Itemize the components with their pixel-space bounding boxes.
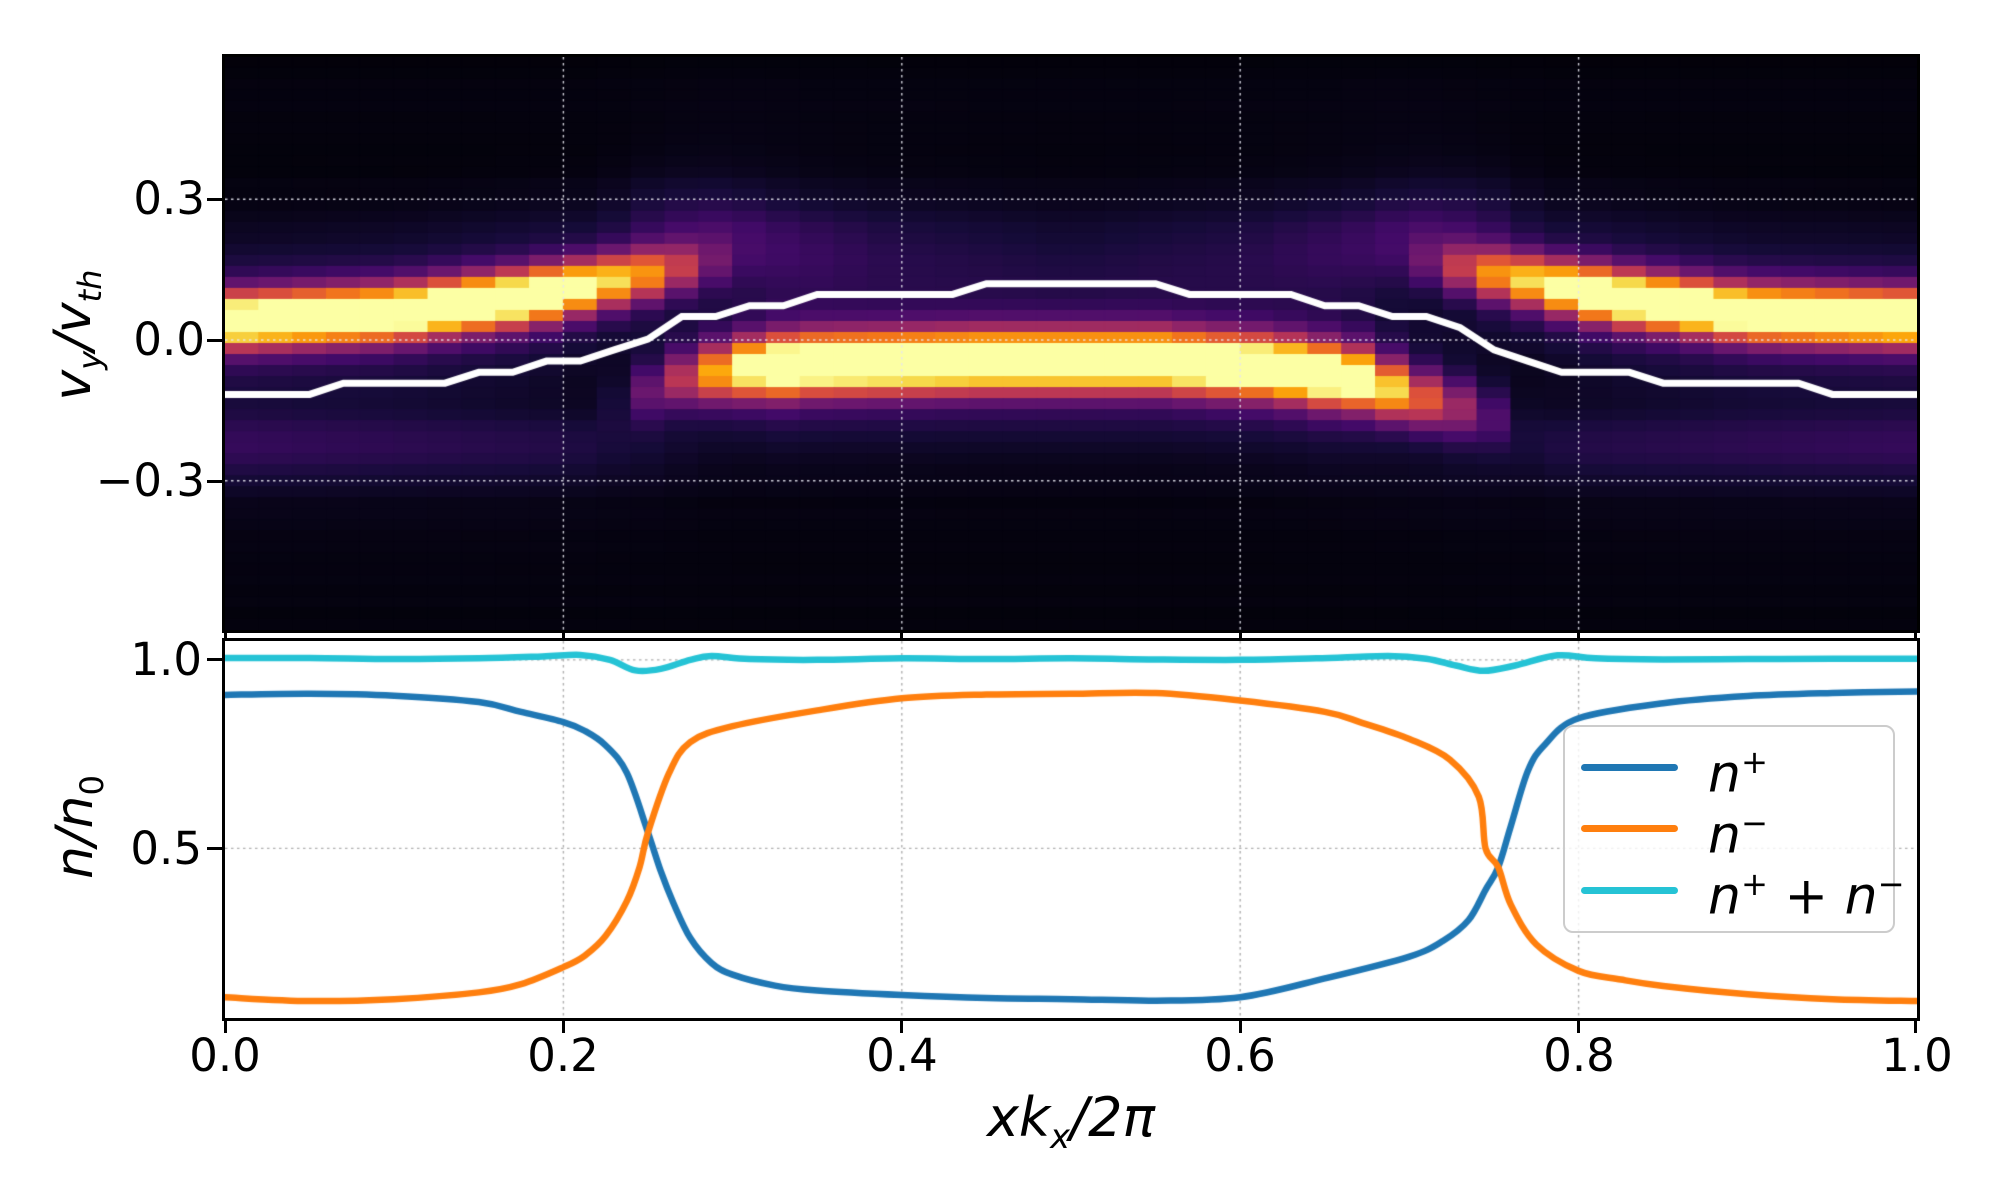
tick-mark <box>1914 630 1917 639</box>
tick-mark <box>1239 1018 1242 1033</box>
phase-space-panel <box>222 54 1920 633</box>
tick-mark <box>900 630 903 639</box>
tick-mark <box>900 1018 903 1033</box>
legend-text: n <box>1708 805 1741 866</box>
legend-text: n <box>1708 866 1741 927</box>
top-ytick-neg0.3: −0.3 <box>95 454 205 507</box>
legend-sup: + <box>1740 865 1768 904</box>
legend-swatch-n-sum <box>1581 886 1678 894</box>
ylabel-sub-th: th <box>71 269 110 303</box>
xtick-1.0: 1.0 <box>1881 1029 1953 1082</box>
legend: n+ n− n+ + n− <box>1563 725 1905 933</box>
bottom-y-axis-label: n/n0 <box>45 775 111 879</box>
tick-mark <box>562 1018 565 1033</box>
tick-mark <box>1914 1018 1917 1033</box>
legend-sup: + <box>1740 742 1768 781</box>
ylabel-over-v: /v <box>42 302 103 351</box>
legend-label-n-minus: n− <box>1708 795 1768 863</box>
legend-item-n-minus: n− <box>1581 801 1893 863</box>
ylabel-sub-y: y <box>71 350 110 370</box>
tick-mark <box>562 630 565 639</box>
legend-label-n-plus: n+ <box>1708 734 1768 802</box>
phase-space-heatmap-canvas <box>225 57 1917 630</box>
legend-item-n-plus: n+ <box>1581 740 1893 802</box>
xtick-0.0: 0.0 <box>189 1029 261 1082</box>
xtick-0.6: 0.6 <box>1204 1029 1276 1082</box>
ylabel-v: v <box>42 369 103 401</box>
xlabel-xk: xk <box>986 1086 1051 1149</box>
legend-swatch-n-plus <box>1581 764 1678 772</box>
top-ytick-0.0: 0.0 <box>133 313 205 366</box>
legend-label-n-sum: n+ + n− <box>1708 856 1905 924</box>
tick-mark <box>224 630 227 639</box>
tick-mark <box>224 1018 227 1033</box>
xlabel-sub-x: x <box>1050 1116 1070 1156</box>
legend-text: n <box>1708 743 1741 804</box>
ylabel-sub-0: 0 <box>73 775 112 796</box>
xlabel-over-2pi: /2π <box>1069 1086 1156 1149</box>
tick-mark <box>1577 630 1580 639</box>
x-axis-label: xkx/2π <box>987 1086 1155 1156</box>
tick-mark <box>207 480 222 483</box>
legend-sup: − <box>1740 803 1768 842</box>
xtick-0.2: 0.2 <box>527 1029 599 1082</box>
top-ytick-0.3: 0.3 <box>133 172 205 225</box>
top-y-axis-label: vy/vth <box>43 269 109 400</box>
bottom-ytick-1.0: 1.0 <box>130 633 202 686</box>
tick-mark <box>207 847 222 850</box>
legend-item-n-sum: n+ + n− <box>1581 862 1905 924</box>
tick-mark <box>207 198 222 201</box>
bottom-ytick-0.5: 0.5 <box>130 822 202 875</box>
tick-mark <box>1577 1018 1580 1033</box>
legend-sup: − <box>1877 865 1905 904</box>
tick-mark <box>207 339 222 342</box>
tick-mark <box>207 658 222 661</box>
legend-text: + <box>1767 866 1845 927</box>
legend-swatch-n-minus <box>1581 825 1678 833</box>
xtick-0.8: 0.8 <box>1543 1029 1615 1082</box>
ylabel-n: n/n <box>44 795 105 879</box>
tick-mark <box>1239 630 1242 639</box>
xtick-0.4: 0.4 <box>866 1029 938 1082</box>
legend-text: n <box>1844 866 1878 927</box>
